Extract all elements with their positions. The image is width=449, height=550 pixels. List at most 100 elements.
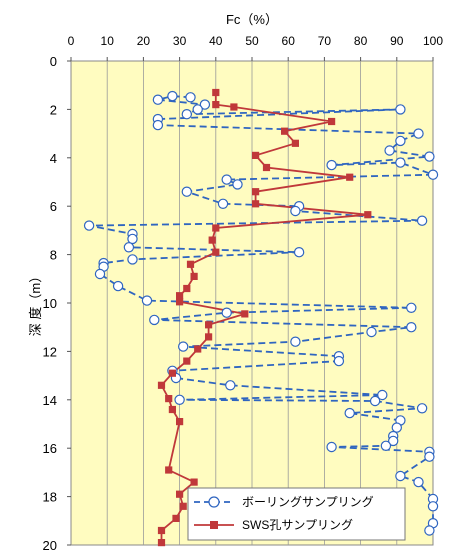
data-point-sws [252,151,260,159]
legend-swatch-boring-marker [208,496,220,508]
x-tick-label: 100 [423,34,443,48]
data-point-sws [205,321,213,329]
y-tick-label: 16 [43,441,57,456]
data-point-sws [165,395,173,403]
data-point-sws [205,333,213,341]
data-point-sws [252,200,260,208]
legend-label-sws: SWS孔サンプリング [242,518,353,532]
x-tick-labels: 0 10 20 30 40 50 60 70 80 90 100 [68,34,444,48]
data-point-boring [416,215,428,226]
y-tick-labels: 0 2 4 6 8 10 12 14 16 18 20 [43,54,57,550]
data-point-boring [149,314,160,326]
x-axis-title: Fc（%） [226,12,278,27]
data-point-boring [127,254,138,265]
x-tick-label: 20 [137,34,151,48]
data-point-sws [157,526,166,535]
data-point-sws [252,188,260,196]
data-point-sws [346,173,354,181]
data-point-sws [212,88,220,97]
data-point-boring [395,135,406,147]
axis-ticks [67,57,434,546]
data-point-sws [168,405,176,414]
data-point-boring [326,159,337,171]
legend-box [187,487,406,541]
x-tick-label: 80 [354,34,368,48]
data-point-sws [186,260,195,268]
data-point-boring [380,440,392,451]
data-point-sws [291,139,299,147]
y-tick-label: 4 [50,151,57,166]
y-tick-label: 10 [43,296,57,311]
data-point-boring [127,233,138,245]
data-point-boring [152,94,164,105]
data-point-boring [94,268,106,280]
data-point-boring [225,380,236,391]
x-tick-label: 40 [209,34,223,48]
data-point-boring [416,403,428,414]
data-point-sws [364,211,372,219]
data-point-boring [293,246,305,258]
data-point-sws [165,466,173,474]
data-point-sws [176,490,184,498]
data-point-sws [241,310,249,318]
y-tick-label: 14 [43,393,57,408]
y-tick-label: 2 [50,102,57,117]
data-point-sws [172,514,180,522]
data-point-boring [424,451,435,462]
y-tick-label: 20 [43,538,57,550]
x-tick-label: 10 [101,34,115,48]
data-point-boring [369,395,381,407]
data-point-boring [199,99,211,110]
data-point-sws [183,357,191,365]
y-tick-label: 6 [50,199,57,214]
y-tick-label: 12 [43,344,57,359]
data-point-boring [141,295,153,306]
data-point-sws [190,478,198,486]
data-point-boring [181,186,192,197]
y-tick-label: 18 [43,490,57,505]
x-tick-label: 60 [282,34,296,48]
data-point-boring [384,145,395,156]
data-point-sws [157,539,166,547]
data-point-sws [208,236,216,244]
data-point-sws [212,224,220,232]
data-point-boring [388,435,399,447]
series-layer [83,88,439,547]
data-point-boring [366,326,377,338]
data-point-boring [377,389,388,401]
data-point-boring [112,280,124,292]
data-point-boring [424,525,435,536]
data-point-boring [123,242,135,253]
data-point-sws [262,163,271,172]
data-point-boring [395,157,406,168]
data-point-sws [168,369,176,377]
data-point-boring [395,470,406,482]
data-point-sws [230,103,238,111]
data-point-boring [427,501,439,512]
data-point-sws [179,502,187,510]
x-tick-label: 30 [173,34,187,48]
x-tick-label: 90 [390,34,404,48]
data-point-boring [221,174,232,185]
data-point-boring [326,441,337,453]
data-point-boring [181,108,192,120]
data-point-boring [83,220,95,231]
data-point-boring [391,422,402,433]
data-point-boring [333,355,345,367]
data-point-boring [413,128,424,139]
data-point-boring [232,179,243,190]
data-point-sws [190,272,198,280]
data-point-sws [176,292,184,300]
y-tick-label: 8 [50,248,57,263]
data-point-sws [212,101,220,109]
data-point-boring [406,302,417,313]
data-point-boring [424,151,435,162]
data-point-sws [176,418,184,426]
data-point-boring [344,407,355,419]
y-tick-label: 0 [50,54,57,69]
legend-label-boring: ボーリングサンプリング [242,495,374,509]
data-point-sws [194,345,202,353]
data-point-sws [183,284,191,293]
data-point-boring [290,205,301,217]
